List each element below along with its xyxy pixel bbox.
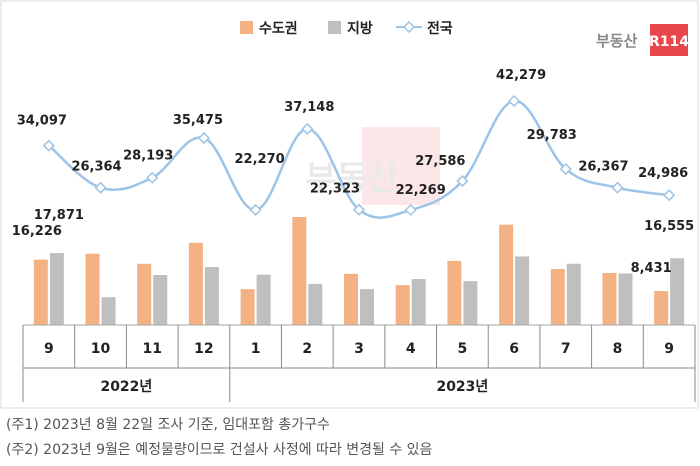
label-nation-6: 22,323 (310, 182, 360, 197)
bar-regional-3 (204, 266, 219, 325)
brand-name: 부동산 (596, 32, 638, 50)
point-nation-8 (456, 174, 469, 188)
bar-regional-0 (49, 252, 64, 325)
bar-capital-3 (188, 242, 203, 325)
tick-label-5: 2 (302, 341, 312, 357)
point-nation-6 (352, 203, 366, 216)
tick-label-6: 3 (354, 341, 364, 357)
label-capital-0: 16,226 (12, 224, 62, 239)
label-nation-2: 28,193 (123, 149, 173, 164)
point-nation-9 (508, 94, 521, 108)
year-label-1: 2023년 (436, 379, 488, 395)
label-capital-12: 8,431 (631, 261, 672, 276)
tick-label-12: 9 (664, 341, 674, 357)
tick-label-1: 10 (91, 341, 111, 357)
legend-label-1: 지방 (347, 20, 373, 37)
bar-capital-10 (550, 268, 565, 325)
plot-frame (0, 0, 699, 409)
bar-regional-10 (566, 263, 581, 325)
legend-label-2: 전국 (427, 20, 453, 37)
bar-capital-0 (33, 259, 48, 325)
label-nation-5: 37,148 (284, 100, 334, 115)
bar-regional-2 (153, 275, 168, 325)
point-nation-5 (301, 122, 314, 136)
bar-capital-9 (499, 224, 514, 325)
point-nation-4 (249, 203, 262, 217)
label-nation-10: 29,783 (527, 128, 577, 143)
bar-capital-5 (292, 217, 307, 325)
line-nation (48, 99, 670, 219)
svg-text:부동산: 부동산 (305, 159, 399, 199)
point-nation-11 (611, 181, 624, 194)
bar-capital-12 (654, 291, 669, 325)
bar-regional-8 (463, 281, 478, 325)
bar-regional-7 (411, 279, 426, 325)
bar-capital-4 (240, 289, 255, 325)
brand-badge (650, 24, 688, 56)
tick-label-11: 8 (613, 341, 623, 357)
bar-regional-6 (360, 289, 374, 325)
legend-marker-2 (402, 20, 416, 34)
point-nation-0 (42, 139, 55, 152)
bar-capital-7 (395, 285, 410, 325)
bar-capital-1 (85, 253, 100, 325)
footnote-1: (주1) 2023년 8월 22일 조사 기준, 임대포함 총가구수 (6, 417, 330, 433)
label-nation-11: 26,367 (578, 160, 628, 175)
tick-label-9: 6 (509, 341, 519, 357)
label-regional-12: 16,555 (644, 219, 694, 234)
point-nation-3 (197, 132, 210, 145)
tick-label-2: 11 (142, 341, 161, 357)
tick-label-10: 7 (561, 341, 571, 357)
point-nation-2 (146, 171, 159, 184)
brand-logo: 부동산 R114 (596, 24, 689, 56)
tick-label-4: 1 (251, 341, 261, 357)
tick-label-8: 5 (458, 341, 468, 357)
tick-label-0: 9 (44, 341, 54, 357)
label-nation-7: 22,269 (396, 183, 446, 198)
label-nation-12: 24,986 (638, 166, 688, 181)
point-nation-12 (663, 189, 676, 202)
point-nation-10 (559, 163, 572, 176)
bar-regional-5 (308, 283, 323, 325)
label-nation-4: 22,270 (235, 152, 285, 167)
tick-label-7: 4 (406, 341, 416, 357)
bar-regional-1 (101, 297, 116, 325)
bar-capital-6 (344, 273, 358, 325)
legend-swatch-1 (328, 21, 341, 34)
label-nation-9: 42,279 (496, 68, 546, 83)
legend: 수도권 지방 전국 (240, 20, 453, 37)
watermark: 부동산 (305, 127, 440, 205)
bar-capital-2 (137, 263, 152, 325)
bar-regional-4 (256, 274, 271, 325)
bar-regional-12 (670, 258, 685, 325)
legend-swatch-0 (240, 21, 253, 34)
year-label-0: 2022년 (100, 379, 152, 395)
bar-regional-9 (515, 256, 530, 325)
point-nation-7 (404, 203, 417, 217)
legend-label-0: 수도권 (259, 21, 298, 37)
bar-capital-11 (602, 273, 617, 325)
point-nation-1 (94, 181, 107, 194)
brand-badge-text: R114 (649, 34, 689, 50)
footnote-2: (주2) 2023년 9월은 예정물량이므로 건설사 사정에 따라 변경될 수 … (6, 442, 433, 458)
label-regional-0: 17,871 (34, 208, 84, 223)
tick-label-3: 12 (194, 341, 213, 357)
bar-capital-8 (447, 260, 462, 325)
bar-regional-11 (618, 273, 633, 325)
label-nation-3: 35,475 (173, 113, 223, 128)
label-nation-8: 27,586 (415, 154, 465, 169)
label-nation-1: 26,364 (71, 160, 121, 175)
label-nation-0: 34,097 (17, 114, 67, 129)
